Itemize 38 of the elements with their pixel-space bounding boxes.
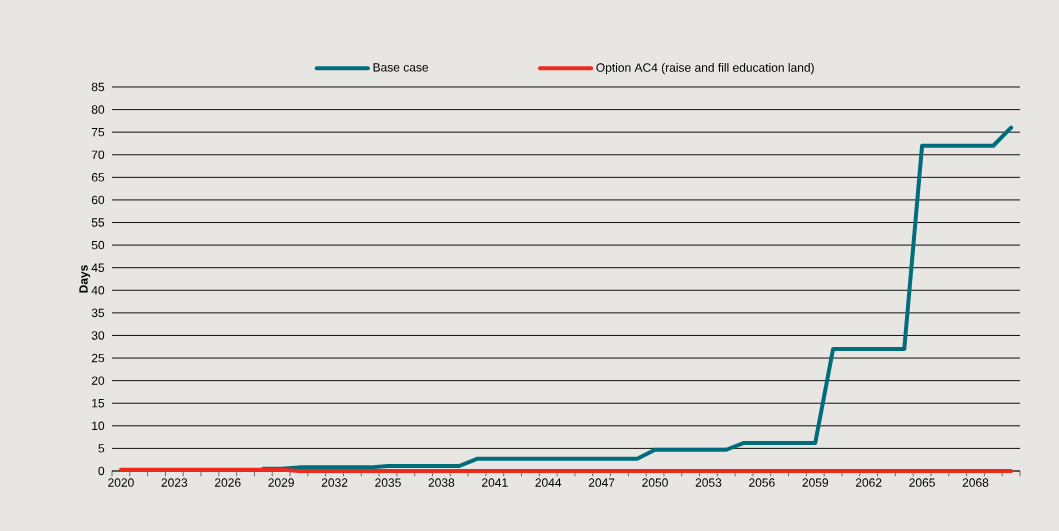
x-tick-label: 2056: [749, 478, 775, 487]
y-tick-label: 45: [91, 263, 105, 272]
x-tick-label: 2068: [962, 478, 989, 487]
y-tick-label: 55: [91, 218, 105, 227]
y-tick-label: 25: [91, 353, 105, 363]
x-tick-label: 2020: [108, 478, 134, 487]
x-tick-label: 2032: [321, 478, 348, 487]
y-tick-label: 35: [91, 308, 105, 318]
y-tick-label: 0: [98, 466, 105, 476]
x-tick-label: 2026: [215, 478, 241, 487]
legend-label: Option AC4 (raise and fill education land): [596, 63, 814, 75]
y-tick-label: 50: [91, 240, 105, 250]
x-tick-label: 2041: [482, 478, 508, 487]
x-tick-label: 2023: [161, 478, 188, 487]
y-tick-label: 10: [92, 421, 105, 431]
x-tick-label: 2029: [268, 478, 294, 487]
y-axis-title: Days: [79, 265, 91, 293]
x-tick-label: 2053: [695, 478, 722, 487]
x-tick-label: 2050: [642, 478, 668, 487]
x-tick-label: 2044: [535, 478, 562, 487]
y-tick-label: 70: [91, 150, 105, 160]
y-tick-label: 20: [91, 376, 105, 385]
legend-label: Base case: [373, 63, 429, 72]
y-tick-label: 15: [92, 399, 105, 408]
x-tick-label: 2065: [909, 478, 935, 487]
x-tick-label: 2059: [802, 478, 829, 487]
y-tick-label: 80: [91, 105, 105, 114]
y-tick-label: 85: [91, 82, 105, 92]
y-tick-label: 30: [91, 331, 105, 340]
x-tick-label: 2038: [428, 478, 455, 487]
x-tick-label: 2062: [855, 478, 882, 487]
y-tick-label: 60: [91, 195, 105, 205]
x-tick-label: 2047: [588, 478, 615, 487]
y-tick-label: 75: [91, 127, 105, 137]
y-tick-label: 5: [98, 444, 105, 453]
y-tick-label: 65: [91, 173, 105, 182]
y-tick-label: 40: [91, 286, 105, 295]
x-tick-label: 2035: [375, 478, 401, 487]
